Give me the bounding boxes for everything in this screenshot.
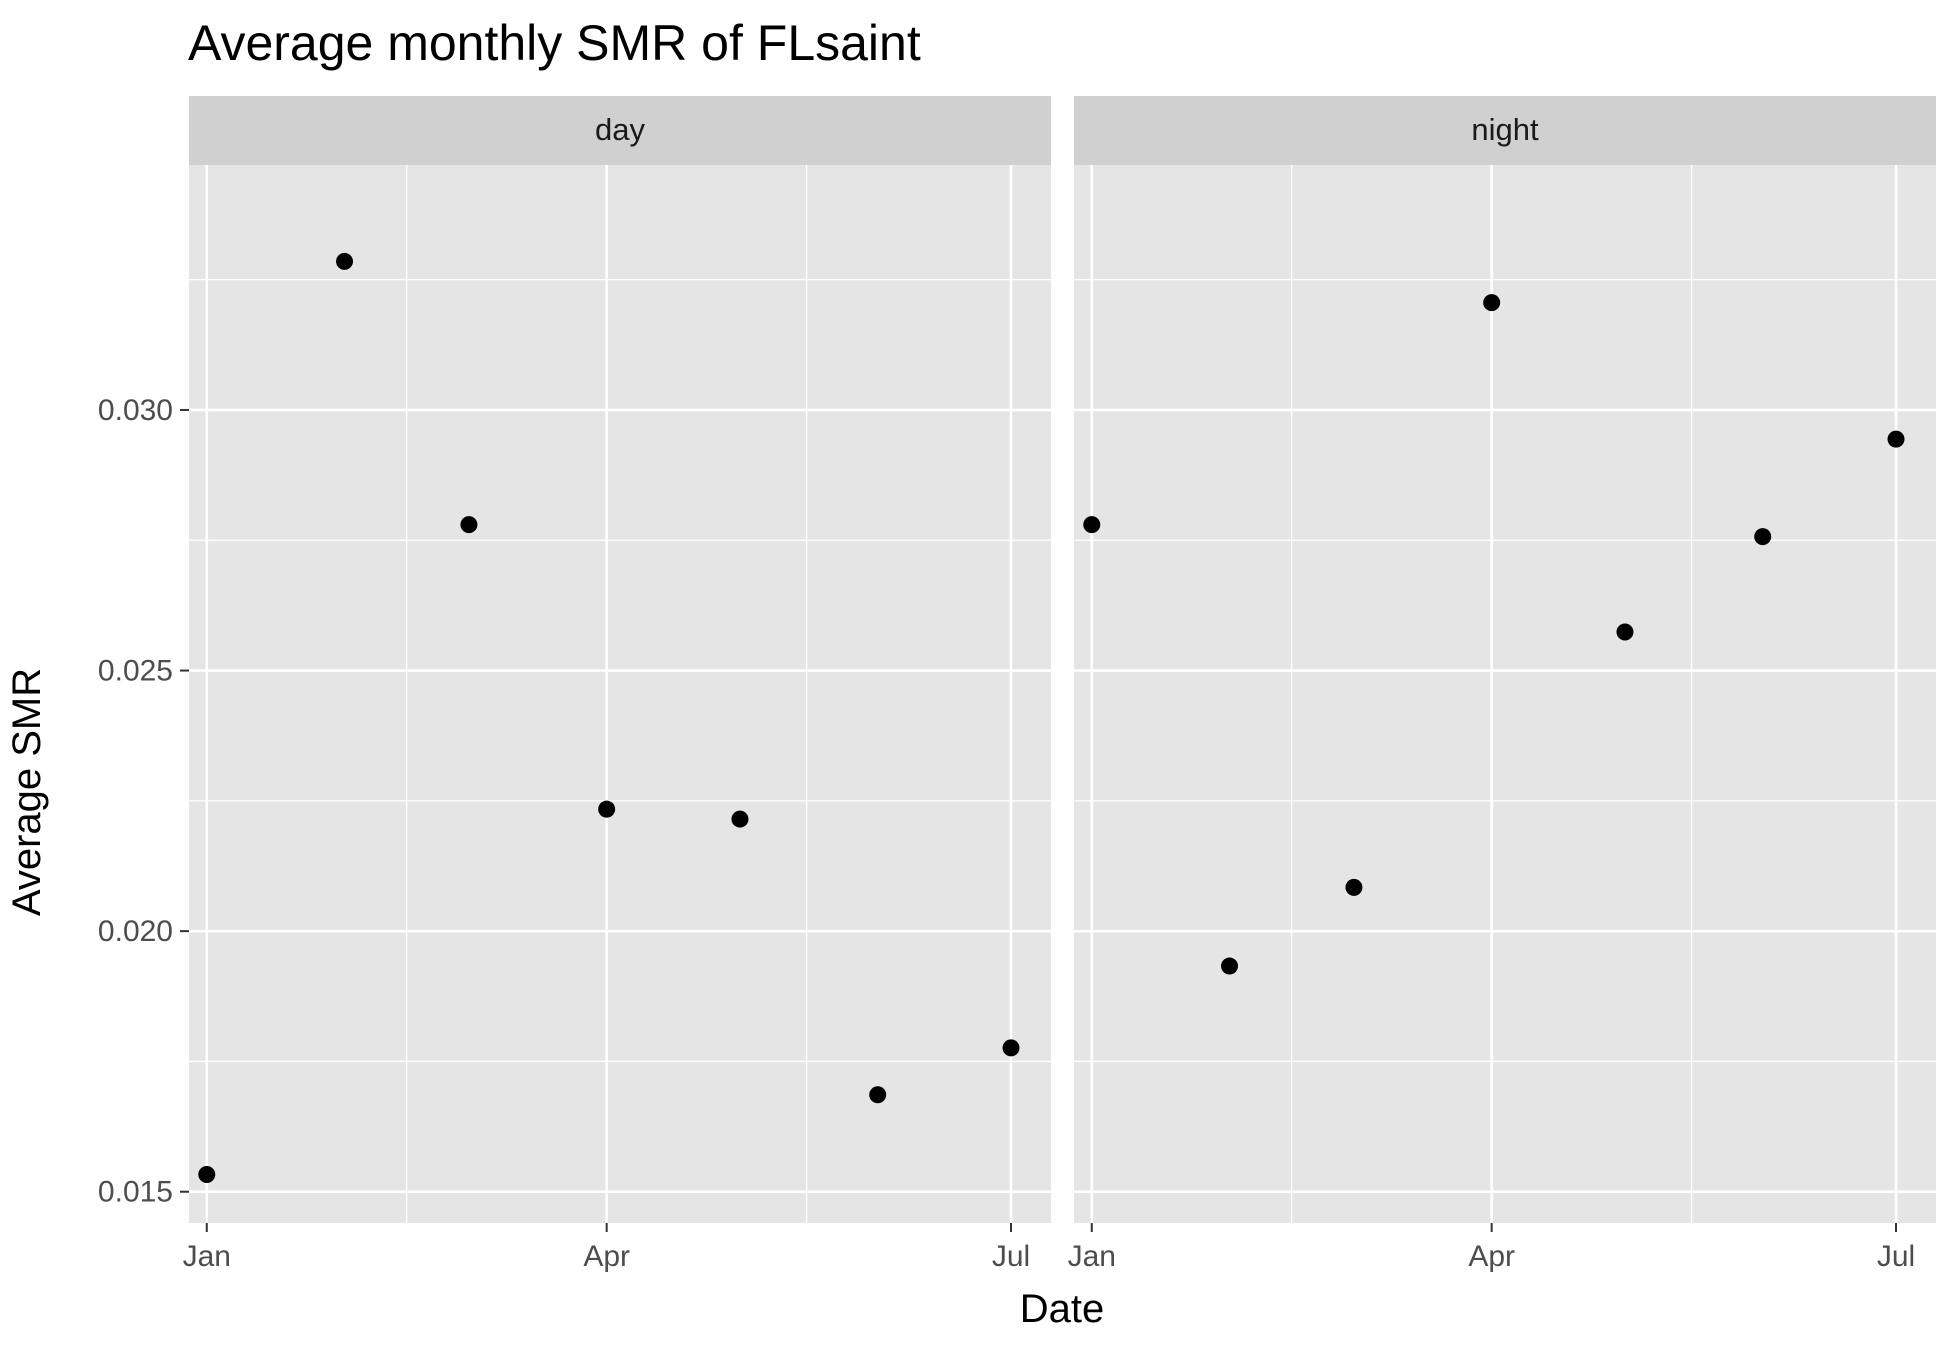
y-tick-label: 0.030 — [98, 394, 173, 427]
data-point — [731, 810, 749, 828]
y-tick-label: 0.025 — [98, 655, 173, 688]
data-point — [198, 1166, 216, 1184]
data-point — [1083, 516, 1101, 534]
x-tick-label: Jul — [1877, 1240, 1915, 1273]
data-point — [1483, 294, 1501, 312]
data-point — [869, 1086, 887, 1104]
data-point — [1887, 430, 1905, 448]
facet-panels: day Jan Apr Jul night Jan Apr Jul — [183, 96, 1936, 1273]
y-tick-label: 0.015 — [98, 1176, 173, 1209]
panel-background — [189, 165, 1051, 1223]
x-tick-label: Apr — [583, 1240, 630, 1273]
y-tick-label: 0.020 — [98, 915, 173, 948]
facet-strip-label: day — [595, 112, 645, 147]
facet-strip — [1074, 96, 1936, 165]
facet-strip-label: night — [1471, 112, 1539, 147]
panel-background — [1074, 165, 1936, 1223]
x-axis-title: Date — [1020, 1287, 1105, 1331]
x-tick-label: Jan — [183, 1240, 231, 1273]
x-tick-label: Jan — [1068, 1240, 1116, 1273]
y-axis-title: Average SMR — [5, 668, 49, 916]
panel-day: day Jan Apr Jul — [183, 96, 1051, 1273]
data-point — [1002, 1039, 1020, 1057]
data-point — [1754, 528, 1772, 546]
data-point — [598, 800, 616, 818]
panel-night: night Jan Apr Jul — [1068, 96, 1936, 1273]
facet-strip — [189, 96, 1051, 165]
chart-title: Average monthly SMR of FLsaint — [188, 15, 921, 71]
x-tick-label: Jul — [992, 1240, 1030, 1273]
y-axis: 0.015 0.020 0.025 0.030 — [98, 394, 189, 1209]
data-point — [1221, 957, 1239, 975]
data-point — [460, 516, 478, 534]
x-tick-label: Apr — [1468, 1240, 1515, 1273]
data-point — [336, 252, 354, 270]
data-point — [1616, 623, 1634, 641]
data-point — [1345, 878, 1363, 896]
